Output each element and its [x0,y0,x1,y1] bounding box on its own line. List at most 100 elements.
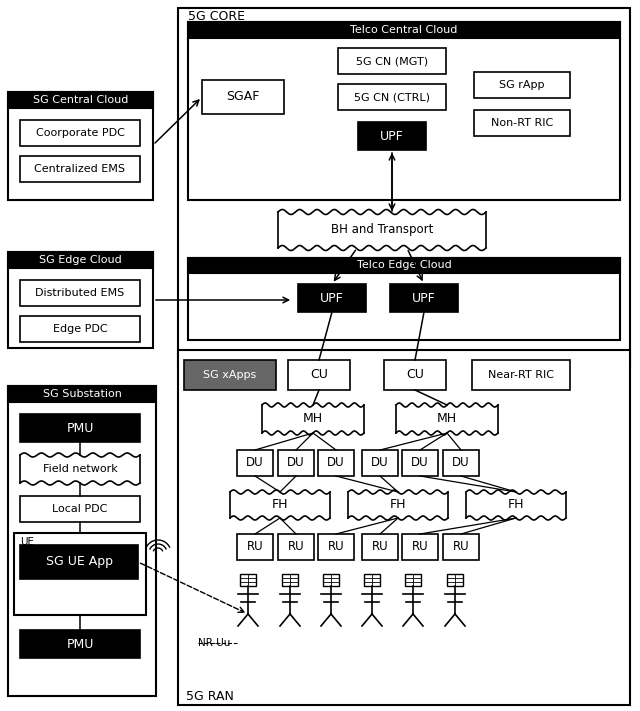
Bar [20,316,140,342]
Text: SGAF: SGAF [227,90,260,104]
Text: DU: DU [246,456,264,469]
Bar [8,252,153,268]
Text: SG xApps: SG xApps [204,370,257,380]
Bar [466,492,566,518]
Text: DU: DU [327,456,345,469]
Bar [298,284,366,312]
Bar [390,284,458,312]
Text: UPF: UPF [412,292,436,304]
Text: 5G RAN: 5G RAN [186,690,234,702]
Bar [323,574,339,586]
Text: RU: RU [452,540,469,553]
Bar [20,120,140,146]
Bar [402,450,438,476]
Text: NR-Uu: NR-Uu [198,638,230,648]
Text: RU: RU [328,540,344,553]
Bar [318,450,354,476]
Text: SG Edge Cloud: SG Edge Cloud [39,255,122,265]
Bar [188,22,620,38]
Text: RU: RU [246,540,263,553]
Text: CU: CU [310,368,328,382]
Bar [237,534,273,560]
Text: Non-RT RIC: Non-RT RIC [491,118,553,128]
Text: Field network: Field network [43,464,117,474]
Text: 5G CN (CTRL): 5G CN (CTRL) [354,92,430,102]
Bar [20,414,140,442]
Bar [364,574,380,586]
Text: FH: FH [508,498,524,511]
Bar [188,22,620,200]
Bar [282,574,298,586]
Bar [14,533,146,615]
Bar [8,386,156,402]
Text: 5G CN (MGT): 5G CN (MGT) [356,56,428,66]
Text: FH: FH [272,498,288,511]
Bar [278,534,314,560]
Text: Telco Central Cloud: Telco Central Cloud [350,25,458,35]
Bar [240,574,256,586]
Bar [362,534,398,560]
Bar [20,455,140,483]
Bar [230,492,330,518]
Bar [278,450,314,476]
Bar [8,252,153,348]
Text: SG UE App: SG UE App [45,555,113,569]
Bar [474,110,570,136]
Text: Near-RT RIC: Near-RT RIC [488,370,554,380]
Bar [338,84,446,110]
Text: MH: MH [437,412,457,425]
Bar [20,630,140,658]
Bar [20,496,140,522]
Text: DU: DU [411,456,429,469]
Text: SG Central Cloud: SG Central Cloud [33,95,128,105]
Bar [188,258,620,340]
Bar [443,450,479,476]
Text: RU: RU [288,540,304,553]
Bar [237,450,273,476]
Bar [178,8,630,366]
Bar [443,534,479,560]
Bar [8,92,153,108]
Bar [447,574,463,586]
Bar [178,350,630,705]
Bar [20,545,138,579]
Text: FH: FH [390,498,406,511]
Text: Coorporate PDC: Coorporate PDC [36,128,124,138]
Bar [362,450,398,476]
Bar [8,92,153,200]
Text: PMU: PMU [67,638,93,651]
Bar [8,386,156,696]
Text: Distributed EMS: Distributed EMS [35,288,125,298]
Bar [338,48,446,74]
Bar [348,492,448,518]
Text: MH: MH [303,412,323,425]
Bar [184,360,276,390]
Bar [402,534,438,560]
Bar [20,280,140,306]
Bar [20,156,140,182]
Text: UE: UE [20,537,34,547]
Text: DU: DU [371,456,389,469]
Text: DU: DU [287,456,305,469]
Bar [474,72,570,98]
Text: PMU: PMU [67,422,93,434]
Text: RU: RU [412,540,428,553]
Bar [358,122,426,150]
Text: UPF: UPF [380,129,404,142]
Text: SG Substation: SG Substation [43,389,122,399]
Bar [288,360,350,390]
Text: Edge PDC: Edge PDC [52,324,108,334]
Text: Telco Edge Cloud: Telco Edge Cloud [356,260,451,270]
Text: CU: CU [406,368,424,382]
Bar [188,258,620,273]
Bar [396,405,498,433]
Bar [202,80,284,114]
Text: SG rApp: SG rApp [499,80,545,90]
Text: Centralized EMS: Centralized EMS [35,164,125,174]
Bar [278,212,486,248]
Text: Local PDC: Local PDC [52,504,108,514]
Text: BH and Transport: BH and Transport [331,223,433,237]
Text: DU: DU [452,456,470,469]
Bar [318,534,354,560]
Bar [405,574,421,586]
